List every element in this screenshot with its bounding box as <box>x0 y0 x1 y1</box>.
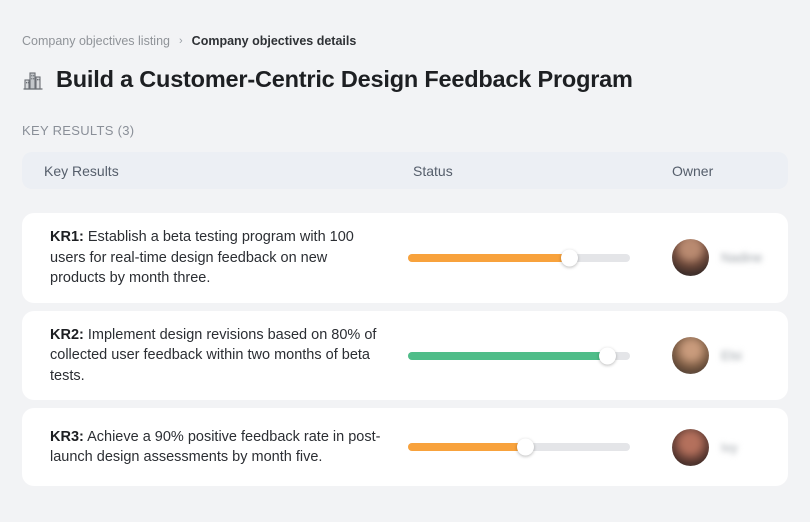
kr1-status-cell <box>408 249 652 267</box>
kr1-text: Establish a beta testing program with 10… <box>50 229 354 287</box>
kr1-progress-slider[interactable] <box>408 249 630 267</box>
kr2-slider-knob[interactable] <box>598 347 616 365</box>
page-title: Build a Customer-Centric Design Feedback… <box>56 66 633 92</box>
chevron-right-icon: › <box>179 35 183 47</box>
kr2-description: KR2: Implement design revisions based on… <box>22 325 408 387</box>
column-header-owner: Owner <box>672 162 714 179</box>
kr2-owner-cell: Elsi <box>652 337 788 375</box>
breadcrumb-current-details: Company objectives details <box>191 34 357 48</box>
kr3-label: KR3: <box>50 428 84 445</box>
kr1-owner-avatar <box>672 239 709 277</box>
kr3-slider-knob[interactable] <box>516 438 534 456</box>
objective-details-page: Company objectives listing › Company obj… <box>22 34 788 487</box>
kr3-owner-avatar <box>672 428 709 466</box>
city-buildings-icon <box>22 68 46 92</box>
kr3-description: KR3: Achieve a 90% positive feedback rat… <box>22 427 408 468</box>
kr2-status-cell <box>408 347 652 365</box>
breadcrumb: Company objectives listing › Company obj… <box>22 34 788 48</box>
column-header-key-results: Key Results <box>44 162 119 179</box>
kr2-owner-avatar <box>672 337 709 375</box>
kr2-progress-slider[interactable] <box>408 347 630 365</box>
key-results-section-label: KEY RESULTS (3) <box>22 123 135 138</box>
kr2-owner-name: Elsi <box>721 348 742 364</box>
kr3-progress-slider[interactable] <box>408 438 630 456</box>
kr1-slider-knob[interactable] <box>561 249 579 267</box>
kr1-description: KR1: Establish a beta testing program wi… <box>22 227 408 289</box>
kr1-label: KR1: <box>50 229 84 245</box>
breadcrumb-link-listing[interactable]: Company objectives listing <box>22 34 170 48</box>
kr2-text: Implement design revisions based on 80% … <box>50 326 377 384</box>
kr3-owner-cell: Ivy <box>652 428 788 466</box>
kr3-status-cell <box>408 438 652 456</box>
kr3-text: Achieve a 90% positive feedback rate in … <box>50 428 381 466</box>
table-header: Key Results Status Owner <box>22 152 788 189</box>
table-row-kr2[interactable]: KR2: Implement design revisions based on… <box>22 310 788 401</box>
kr3-owner-name: Ivy <box>721 439 738 455</box>
objective-title-row: Build a Customer-Centric Design Feedback… <box>22 66 788 93</box>
kr1-owner-name: Nadine <box>721 250 763 266</box>
table-row-kr1[interactable]: KR1: Establish a beta testing program wi… <box>22 213 788 303</box>
table-row-kr3[interactable]: KR3: Achieve a 90% positive feedback rat… <box>22 408 788 487</box>
kr1-owner-cell: Nadine <box>652 239 788 277</box>
column-header-status: Status <box>413 162 453 179</box>
kr2-label: KR2: <box>50 326 84 343</box>
